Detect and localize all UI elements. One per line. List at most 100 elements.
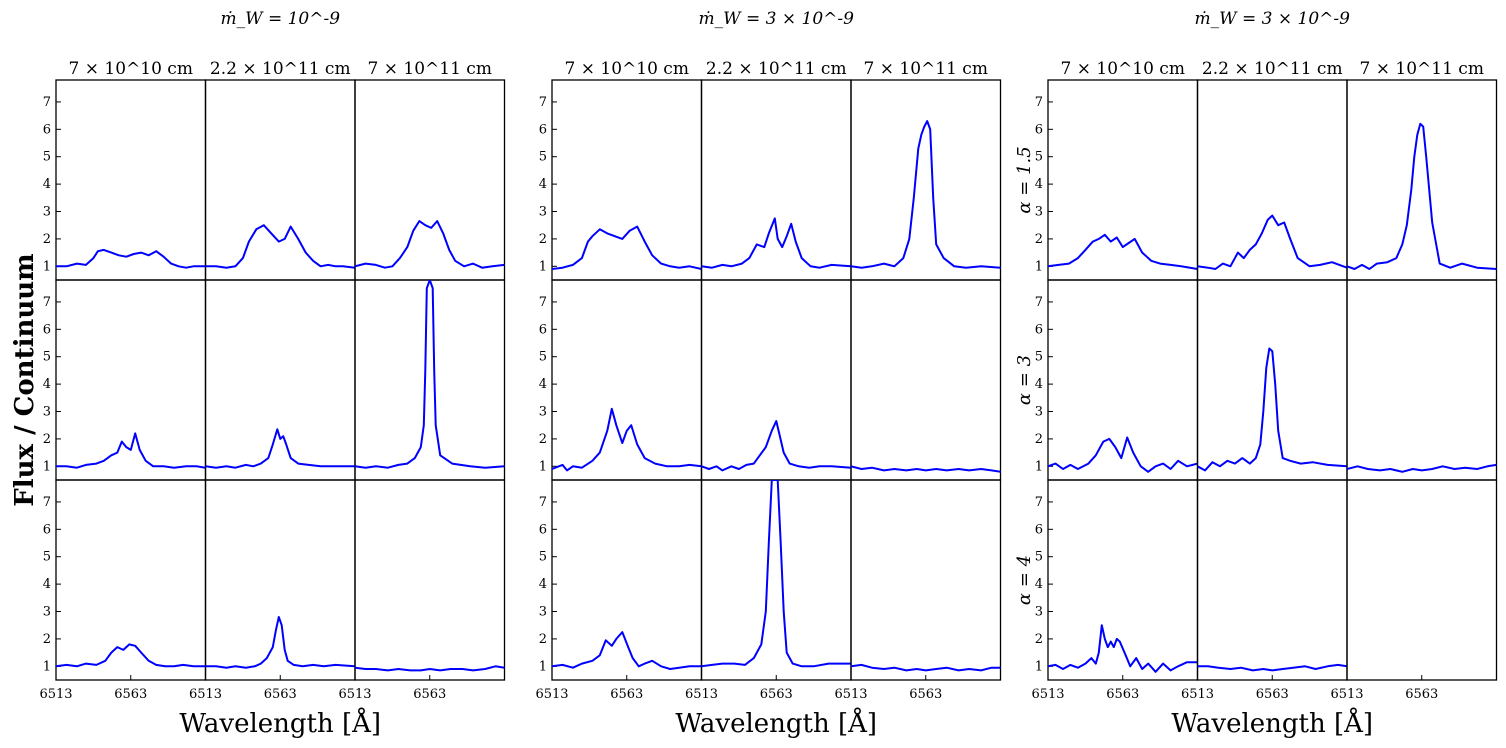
spectrum-line [1197,663,1347,672]
panel-frame [1196,79,1348,281]
x-tick-label: 6513 [834,687,867,702]
y-tick-label: 3 [539,605,547,620]
panel-frame [850,79,1002,281]
y-tick-label: 1 [43,259,51,274]
x-tick-label: 6513 [1181,687,1214,702]
panel [850,279,1002,481]
panel-frame [1346,479,1498,681]
panel: 1 2 3 4 5 6 7 6513 6563 [39,479,207,702]
y-tick-label: 5 [539,350,547,365]
spectrum-line [701,217,851,269]
spectrum-line [56,643,206,668]
x-tick-label: 6513 [189,687,222,702]
spectrum-line [552,225,702,270]
panel: 1 2 3 4 5 6 7 [539,279,703,481]
y-tick-label: 2 [1035,432,1043,447]
y-tick-label: 7 [1035,495,1043,510]
y-tick-label: 1 [539,459,547,474]
panel [700,79,852,281]
x-tick-label: 6563 [1405,687,1438,702]
y-tick-label: 5 [43,550,51,565]
y-tick-label: 2 [1035,232,1043,247]
panel-frame [850,279,1002,481]
x-tick-label: 6513 [685,687,718,702]
x-tick-label: 6513 [1031,687,1064,702]
panel-frame [1047,79,1199,281]
labels-layer: Flux / Continuum ṁ_W = 10^-9 7 × 10^10 cm… [10,9,1484,739]
spectrum-line [851,465,1001,473]
panel [1196,279,1348,481]
panel-frame [204,79,356,281]
x-tick-label: 6563 [909,687,942,702]
panel: 1 2 3 4 5 6 7 [43,279,207,481]
y-tick-label: 7 [1035,95,1043,110]
column-label: 2.2 × 10^11 cm [706,59,847,79]
panel-frame [1196,479,1348,681]
panel-frame [204,479,356,681]
y-tick-label: 3 [43,405,51,420]
y-tick-label: 2 [1035,632,1043,647]
y-tick-label: 2 [539,632,547,647]
panel: 1 2 3 4 5 6 7 6513 6563 [1031,479,1199,702]
panel-frame [551,279,703,481]
spectrum-line [1048,233,1198,270]
panel [850,79,1002,281]
y-tick-label: 6 [539,122,547,137]
row-label: α = 4 [1014,555,1035,605]
column-label: 7 × 10^11 cm [864,59,988,79]
column-label: 7 × 10^10 cm [69,59,193,79]
y-tick-label: 7 [43,495,51,510]
y-tick-label: 4 [1035,177,1043,192]
panel [1346,79,1498,281]
x-axis-label: Wavelength [Å] [1171,707,1373,739]
panel: 6513 6563 [834,479,1002,702]
spectrum-line [355,665,505,672]
y-axis-label: Flux / Continuum [10,253,40,506]
y-tick-label: 1 [1035,259,1043,274]
y-tick-label: 5 [43,150,51,165]
panel: 1 2 3 4 5 6 7 [539,79,703,281]
y-tick-label: 7 [539,495,547,510]
y-tick-label: 3 [43,605,51,620]
x-tick-label: 6563 [114,687,147,702]
column-label: 2.2 × 10^11 cm [210,59,351,79]
panel-frame [1346,279,1498,481]
panel [1346,279,1498,481]
y-tick-label: 1 [1035,659,1043,674]
x-tick-label: 6563 [760,687,793,702]
spectrum-line [56,432,206,469]
y-tick-label: 4 [1035,377,1043,392]
spectrum-line [1197,214,1347,270]
panel [1196,79,1348,281]
panel-frame [1346,79,1498,281]
y-tick-label: 3 [539,205,547,220]
y-tick-label: 7 [539,295,547,310]
x-axis-label: Wavelength [Å] [179,707,381,739]
panel-frame [1196,279,1348,481]
y-tick-label: 5 [43,350,51,365]
panel-frame [551,79,703,281]
row-label: α = 1.5 [1014,146,1035,213]
y-tick-label: 3 [539,405,547,420]
column-label: 2.2 × 10^11 cm [1202,59,1343,79]
y-tick-label: 7 [539,95,547,110]
spectrum-line [205,224,355,269]
spectrum-line [205,428,355,469]
y-tick-label: 4 [43,577,51,592]
spectrum-line [851,663,1001,672]
y-tick-label: 6 [1035,322,1043,337]
y-tick-label: 4 [539,177,547,192]
x-tick-label: 6563 [1256,687,1289,702]
panel-frame [354,479,506,681]
y-tick-label: 4 [43,377,51,392]
spectrum-line [701,480,851,668]
y-tick-label: 7 [43,95,51,110]
panel: 1 2 3 4 5 6 7 6513 6563 [535,479,703,702]
spectrum-line [1048,436,1198,473]
y-tick-label: 7 [1035,295,1043,310]
y-tick-label: 3 [1035,405,1043,420]
spectrum-line [552,407,702,472]
x-tick-label: 6563 [264,687,297,702]
y-tick-label: 7 [43,295,51,310]
